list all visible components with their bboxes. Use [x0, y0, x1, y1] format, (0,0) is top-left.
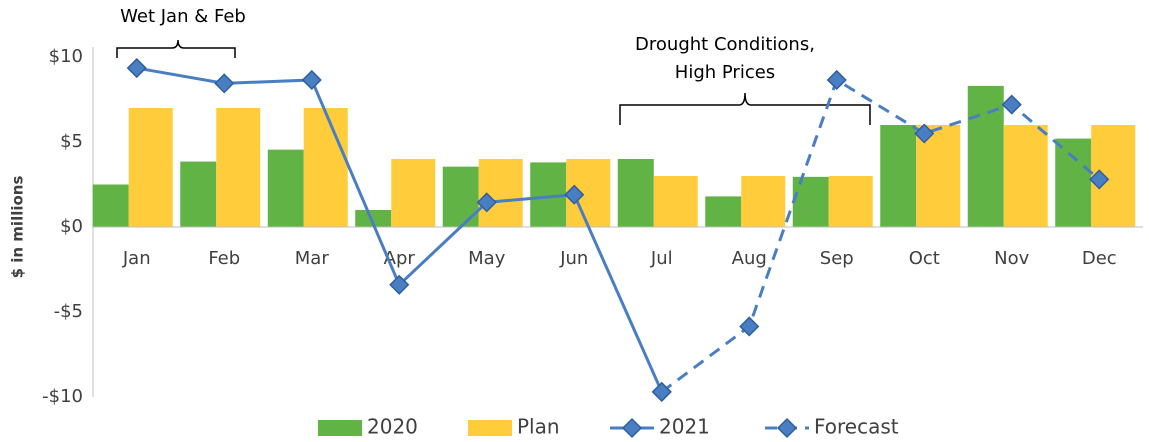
- legend-swatch: [318, 420, 362, 436]
- annotation: Wet Jan & Feb: [120, 6, 246, 27]
- x-tick-label: Dec: [1082, 248, 1117, 269]
- bar: [267, 149, 304, 227]
- bar: [967, 85, 1004, 228]
- x-tick-label: Sep: [820, 248, 854, 269]
- marker: [214, 73, 235, 94]
- legend-label: Forecast: [814, 415, 899, 439]
- line: [136, 66, 664, 393]
- x-tick-label: Jun: [559, 248, 588, 269]
- x-tick-label: May: [468, 248, 506, 269]
- bar: [741, 176, 786, 227]
- bracket: [116, 39, 236, 58]
- legend-marker: [776, 417, 798, 439]
- x-tick-label: Feb: [208, 248, 240, 269]
- bar: [216, 108, 261, 227]
- bar: [180, 161, 217, 227]
- bracket: [619, 92, 871, 125]
- marker: [476, 192, 497, 213]
- bar: [880, 125, 917, 227]
- x-tick-label: Jan: [122, 248, 151, 269]
- legend-label: 2020: [367, 415, 418, 439]
- bar: [478, 159, 523, 227]
- bar: [442, 166, 479, 227]
- bar: [92, 184, 129, 227]
- x-tick-label: Mar: [295, 248, 330, 269]
- marker: [651, 381, 672, 402]
- bar: [617, 159, 654, 227]
- x-tick-label: Aug: [732, 248, 767, 269]
- legend-marker: [621, 417, 643, 439]
- marker: [914, 123, 935, 144]
- x-tick-label: Oct: [909, 248, 940, 269]
- bar: [303, 108, 348, 227]
- x-tick-label: Jul: [650, 248, 673, 269]
- y-tick-label: $0: [60, 216, 83, 237]
- y-tick-label: -$5: [54, 301, 83, 322]
- x-tick-label: Nov: [994, 248, 1029, 269]
- legend-label: 2021: [659, 415, 710, 439]
- bar: [705, 196, 742, 227]
- legend-label: Plan: [517, 415, 560, 439]
- marker: [826, 69, 847, 91]
- y-axis-label: $ in millions: [9, 176, 27, 279]
- marker: [301, 69, 322, 91]
- bar: [1003, 125, 1048, 227]
- marker: [126, 57, 147, 79]
- bar: [828, 176, 873, 227]
- marker: [564, 184, 585, 205]
- bar: [355, 210, 392, 227]
- y-tick-label: $10: [49, 46, 83, 67]
- bar: [653, 176, 698, 227]
- y-tick-label: $5: [60, 131, 83, 152]
- marker: [389, 274, 410, 295]
- y-tick-label: -$10: [42, 386, 83, 407]
- marker: [1001, 94, 1022, 115]
- marker: [739, 316, 760, 337]
- bar: [128, 108, 173, 227]
- bar: [1055, 138, 1092, 227]
- marker: [1089, 169, 1110, 190]
- bar: [391, 159, 436, 227]
- bar: [792, 176, 829, 227]
- annotation: Drought Conditions,: [635, 34, 815, 55]
- legend-swatch: [468, 420, 512, 436]
- line: [660, 77, 1101, 394]
- annotation: High Prices: [675, 62, 775, 83]
